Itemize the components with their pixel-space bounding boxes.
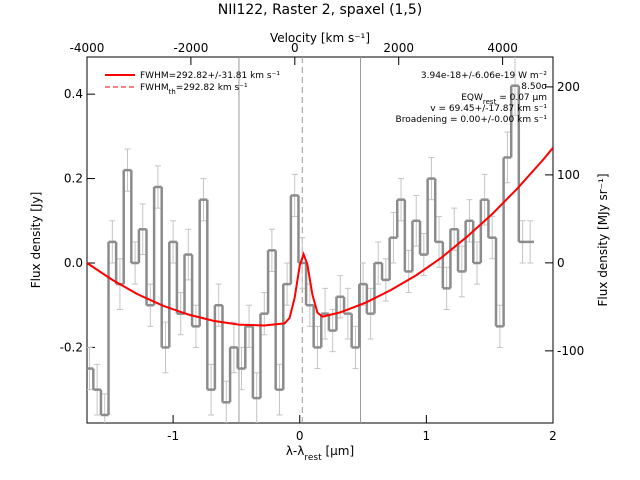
y-tick-label: 0.0 [64, 256, 83, 270]
annotation: Broadening = 0.00+/-0.00 km s⁻¹ [396, 115, 548, 125]
x2-tick-label: 4000 [487, 41, 518, 55]
legend-label-sub: th [169, 88, 176, 96]
y-tick-label: 0.2 [64, 172, 83, 186]
annotation-part: EQW [461, 93, 483, 103]
x-axis-label-sub: rest [304, 453, 322, 463]
y2-tick-label: 0 [557, 256, 565, 270]
annotation-part: v = 69.45+/-17.87 km s⁻¹ [430, 104, 547, 114]
x-tick-label: 0 [296, 429, 304, 443]
chart-title: NII122, Raster 2, spaxel (1,5) [218, 2, 423, 18]
y2-tick-label: -100 [557, 344, 584, 358]
legend-label-main: FWHM [140, 83, 169, 93]
annotation-part: 3.94e-18+/-6.06e-19 W m⁻² [421, 71, 548, 81]
x-tick-label: 1 [423, 429, 431, 443]
y2-tick-label: 100 [557, 168, 580, 182]
x2-tick-label: 2000 [383, 41, 414, 55]
x-axis-label: λ-λrest [μm] [286, 444, 354, 463]
y2-tick-label: 200 [557, 80, 580, 94]
x2-tick-label: -4000 [70, 41, 105, 55]
x-axis-label-main: λ-λ [286, 444, 305, 458]
annotation-part: = 0.07 μm [496, 93, 547, 103]
annotation: v = 69.45+/-17.87 km s⁻¹ [430, 104, 547, 114]
plot-area [87, 57, 553, 423]
legend-label: FWHM=292.82+/-31.81 km s⁻¹ [140, 71, 280, 81]
x2-axis-label: Velocity [km s⁻¹] [270, 31, 370, 45]
x-tick-label: 2 [549, 429, 557, 443]
annotation-part: Broadening = 0.00+/-0.00 km s⁻¹ [396, 115, 548, 125]
legend-label-rest: =292.82 km s⁻¹ [176, 83, 248, 93]
plot-frame [86, 56, 554, 424]
legend-label: FWHMth=292.82 km s⁻¹ [140, 83, 248, 96]
y2-axis-label: Flux density [MJy sr⁻¹] [596, 173, 610, 306]
annotation: 8.50σ [521, 82, 547, 92]
y-axis-label: Flux density [Jy] [29, 192, 43, 289]
annotation: EQWrest = 0.07 μm [461, 93, 547, 106]
x-tick-label: -1 [167, 429, 179, 443]
fit-curve [87, 147, 553, 327]
annotation-part: 8.50σ [521, 82, 547, 92]
y-tick-label: 0.4 [64, 87, 83, 101]
x2-tick-label: 0 [291, 41, 299, 55]
y-tick-label: -0.2 [60, 340, 83, 354]
annotation: 3.94e-18+/-6.06e-19 W m⁻² [421, 71, 548, 81]
x-axis-label-unit: [μm] [322, 444, 355, 458]
x2-tick-label: -2000 [173, 41, 208, 55]
annotation-part: rest [483, 98, 497, 106]
